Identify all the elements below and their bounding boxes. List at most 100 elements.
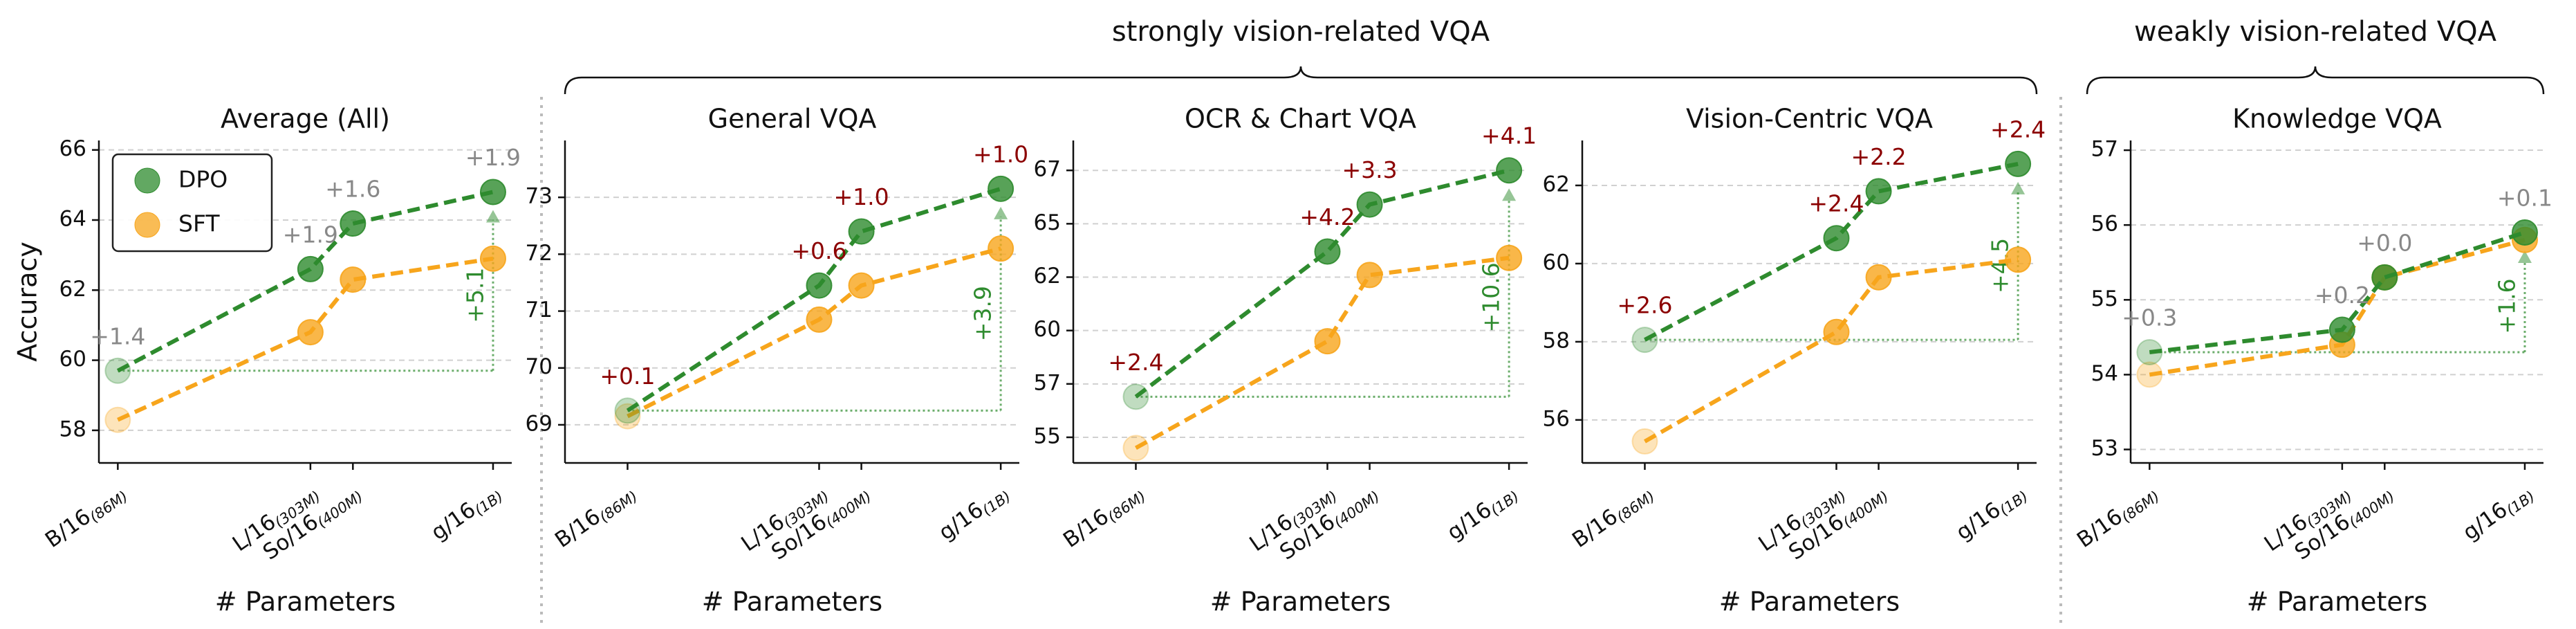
x-tick-sub: (400M) bbox=[314, 488, 366, 531]
point bbox=[848, 272, 875, 299]
point bbox=[2005, 150, 2032, 177]
y-tick-label: 58 bbox=[1543, 328, 1570, 353]
series-line bbox=[1643, 257, 2019, 444]
point bbox=[614, 397, 641, 424]
gain-label: +2.4 bbox=[1808, 190, 1864, 217]
y-tick-label: 57 bbox=[2091, 137, 2118, 162]
point bbox=[479, 179, 506, 206]
point bbox=[1631, 428, 1658, 455]
gap-label: +1.6 bbox=[2493, 278, 2520, 334]
y-tick-label: 66 bbox=[59, 136, 86, 161]
gain-label: +0.3 bbox=[2122, 304, 2177, 331]
x-tick-label: B/16(86M) bbox=[41, 480, 131, 554]
y-tick-label: 62 bbox=[1543, 172, 1570, 197]
gain-label: +0.1 bbox=[2497, 184, 2552, 211]
x-tick-label: g/16(1B) bbox=[427, 480, 506, 547]
group-brace bbox=[564, 66, 2038, 95]
gain-label: +0.6 bbox=[791, 237, 846, 264]
y-tick-label: 55 bbox=[1034, 423, 1061, 448]
point bbox=[2136, 361, 2163, 388]
gain-label: +1.0 bbox=[834, 183, 889, 210]
x-tick-label: B/16(86M) bbox=[550, 480, 641, 554]
y-tick-label: 67 bbox=[1034, 157, 1061, 182]
x-tick-sub: (400M) bbox=[823, 488, 875, 531]
x-tick-label: g/16(1B) bbox=[1952, 480, 2031, 547]
gap-arrow-head bbox=[1502, 188, 1517, 201]
x-tick-label: g/16(1B) bbox=[2458, 480, 2538, 547]
y-tick-label: 70 bbox=[526, 354, 553, 379]
gap-arrow-head bbox=[2011, 181, 2026, 194]
point bbox=[988, 175, 1014, 202]
gain-label: +0.1 bbox=[600, 363, 655, 390]
gain-label: +1.9 bbox=[283, 221, 338, 248]
y-tick-label: 60 bbox=[59, 347, 86, 372]
x-tick-sub: (86M) bbox=[1613, 488, 1658, 526]
point bbox=[2005, 246, 2032, 273]
point bbox=[340, 266, 367, 293]
x-tick-sub: (86M) bbox=[596, 488, 640, 526]
y-tick-label: 65 bbox=[1034, 210, 1061, 235]
point bbox=[614, 403, 641, 430]
gap-label: +3.9 bbox=[970, 286, 997, 341]
gain-label: +4.1 bbox=[1481, 122, 1537, 149]
point bbox=[988, 235, 1014, 262]
x-tick-sub: (86M) bbox=[1104, 488, 1149, 526]
gap-label: +5.1 bbox=[461, 268, 488, 323]
x-axis-label: # Parameters bbox=[215, 587, 396, 617]
group-title: weakly vision-related VQA bbox=[2134, 16, 2497, 48]
gap-arrow-head bbox=[2517, 250, 2532, 263]
legend-label: DPO bbox=[178, 166, 228, 193]
gain-label: +2.4 bbox=[1108, 349, 1163, 376]
point bbox=[1496, 244, 1523, 271]
y-tick-label: 57 bbox=[1034, 370, 1061, 395]
gain-label: +1.9 bbox=[465, 144, 521, 171]
point bbox=[2371, 264, 2398, 291]
point bbox=[806, 306, 833, 333]
legend-marker bbox=[134, 167, 160, 194]
series-line bbox=[1644, 161, 2019, 342]
x-tick-sub: (400M) bbox=[2346, 488, 2398, 531]
y-tick-label: 56 bbox=[1543, 406, 1570, 431]
gap-arrow-head bbox=[485, 210, 500, 223]
point bbox=[297, 319, 324, 346]
gain-label: +2.4 bbox=[1990, 116, 2046, 143]
group-title: strongly vision-related VQA bbox=[1112, 16, 1490, 48]
point bbox=[806, 272, 833, 299]
point bbox=[1356, 191, 1383, 218]
y-tick-label: 60 bbox=[1543, 250, 1570, 275]
x-tick-label: B/16(86M) bbox=[1059, 480, 1149, 554]
y-tick-label: 60 bbox=[1034, 317, 1061, 342]
series-line bbox=[117, 256, 494, 422]
gain-label: +0.0 bbox=[2357, 229, 2412, 256]
x-axis-label: # Parameters bbox=[2247, 587, 2427, 617]
y-tick-label: 56 bbox=[2091, 212, 2118, 237]
x-axis-label: # Parameters bbox=[1719, 587, 1900, 617]
point bbox=[104, 406, 131, 433]
x-axis-label: # Parameters bbox=[1210, 587, 1391, 617]
gain-label: +1.4 bbox=[90, 322, 145, 349]
gain-label: +4.2 bbox=[1299, 203, 1355, 230]
x-tick-sub: (86M) bbox=[86, 488, 131, 526]
y-tick-label: 62 bbox=[1034, 264, 1061, 289]
point bbox=[1122, 383, 1149, 410]
y-tick-label: 69 bbox=[526, 411, 553, 436]
point bbox=[1823, 318, 1850, 345]
gain-label: +3.3 bbox=[1342, 156, 1398, 183]
gain-label: +1.0 bbox=[973, 140, 1028, 167]
x-tick-label: g/16(1B) bbox=[1443, 480, 1522, 547]
point bbox=[479, 245, 506, 272]
y-tick-label: 73 bbox=[526, 184, 553, 209]
point bbox=[1631, 327, 1658, 354]
panel-title: Average (All) bbox=[221, 104, 390, 134]
series-line bbox=[2149, 230, 2526, 354]
legend-label: SFT bbox=[178, 210, 220, 237]
y-tick-label: 55 bbox=[2091, 286, 2118, 311]
gap-arrow-head bbox=[994, 206, 1008, 219]
gain-label: +2.2 bbox=[1851, 143, 1907, 170]
point bbox=[2328, 316, 2355, 343]
x-tick-sub: (400M) bbox=[1331, 488, 1383, 531]
x-tick-sub: (86M) bbox=[2118, 488, 2162, 526]
point bbox=[1122, 435, 1149, 462]
